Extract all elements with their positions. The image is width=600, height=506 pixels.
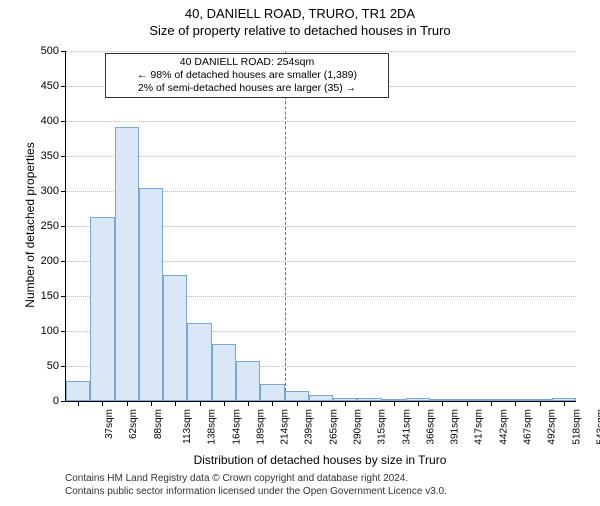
x-tick-mark <box>321 401 322 406</box>
y-tick-mark <box>61 331 66 332</box>
x-tick-label: 37sqm <box>104 409 115 439</box>
x-tick-mark <box>224 401 225 406</box>
y-tick-mark <box>61 121 66 122</box>
histogram-bar <box>90 217 114 401</box>
x-tick-label: 138sqm <box>207 409 218 445</box>
x-tick-label: 492sqm <box>547 409 558 445</box>
x-tick-mark <box>297 401 298 406</box>
histogram-bar <box>115 127 139 401</box>
annotation-line-1: 40 DANIELL ROAD: 254sqm <box>111 56 383 69</box>
y-tick-mark <box>61 86 66 87</box>
x-tick-mark <box>394 401 395 406</box>
y-tick-mark <box>61 401 66 402</box>
x-tick-label: 164sqm <box>231 409 242 445</box>
y-tick-label: 400 <box>0 115 59 127</box>
x-tick-mark <box>248 401 249 406</box>
histogram-bar <box>187 323 211 401</box>
x-tick-mark <box>515 401 516 406</box>
x-tick-label: 391sqm <box>450 409 461 445</box>
x-tick-mark <box>418 401 419 406</box>
x-tick-mark <box>540 401 541 406</box>
x-tick-label: 518sqm <box>571 409 582 445</box>
x-tick-mark <box>370 401 371 406</box>
x-tick-label: 290sqm <box>353 409 364 445</box>
x-tick-label: 189sqm <box>255 409 266 445</box>
y-tick-mark <box>61 366 66 367</box>
x-tick-mark <box>564 401 565 406</box>
x-tick-mark <box>272 401 273 406</box>
histogram-bar <box>285 391 309 402</box>
annotation-line-2: ← 98% of detached houses are smaller (1,… <box>111 69 383 82</box>
y-tick-label: 0 <box>0 395 59 407</box>
y-tick-mark <box>61 51 66 52</box>
x-tick-label: 442sqm <box>498 409 509 445</box>
x-tick-label: 341sqm <box>401 409 412 445</box>
x-tick-mark <box>127 401 128 406</box>
x-tick-mark <box>102 401 103 406</box>
x-tick-mark <box>491 401 492 406</box>
x-tick-label: 315sqm <box>377 409 388 445</box>
histogram-bar <box>212 344 236 401</box>
x-tick-label: 467sqm <box>523 409 534 445</box>
y-tick-label: 100 <box>0 325 59 337</box>
y-tick-mark <box>61 226 66 227</box>
x-tick-label: 417sqm <box>474 409 485 445</box>
gridline <box>66 121 576 122</box>
x-tick-label: 62sqm <box>128 409 139 439</box>
x-tick-mark <box>175 401 176 406</box>
y-tick-mark <box>61 156 66 157</box>
y-tick-label: 50 <box>0 360 59 372</box>
annotation-box: 40 DANIELL ROAD: 254sqm ← 98% of detache… <box>105 53 389 98</box>
x-tick-label: 239sqm <box>304 409 315 445</box>
histogram-bar <box>163 275 187 401</box>
y-axis-label: Number of detached properties <box>23 135 37 315</box>
gridline <box>66 51 576 52</box>
y-tick-mark <box>61 296 66 297</box>
footer-attribution: Contains HM Land Registry data © Crown c… <box>65 473 447 498</box>
title-main: 40, DANIELL ROAD, TRURO, TR1 2DA <box>0 6 600 21</box>
x-tick-mark <box>151 401 152 406</box>
footer-line-2: Contains public sector information licen… <box>65 486 447 499</box>
gridline <box>66 156 576 157</box>
y-tick-label: 500 <box>0 45 59 57</box>
y-tick-mark <box>61 191 66 192</box>
histogram-bar <box>236 361 260 401</box>
x-tick-label: 214sqm <box>280 409 291 445</box>
x-tick-mark <box>200 401 201 406</box>
x-tick-label: 265sqm <box>328 409 339 445</box>
plot-area <box>65 51 576 402</box>
x-tick-label: 88sqm <box>153 409 164 439</box>
x-tick-label: 543sqm <box>595 409 600 445</box>
x-tick-mark <box>442 401 443 406</box>
x-tick-mark <box>467 401 468 406</box>
x-tick-label: 113sqm <box>182 409 193 444</box>
x-axis-label: Distribution of detached houses by size … <box>65 453 575 467</box>
y-tick-mark <box>61 261 66 262</box>
title-sub: Size of property relative to detached ho… <box>0 23 600 38</box>
x-tick-mark <box>78 401 79 406</box>
histogram-bar <box>260 384 284 402</box>
y-tick-label: 450 <box>0 80 59 92</box>
chart-container: 40, DANIELL ROAD, TRURO, TR1 2DA Size of… <box>0 6 600 506</box>
histogram-bar <box>139 188 163 402</box>
histogram-bar <box>66 381 90 401</box>
annotation-line-3: 2% of semi-detached houses are larger (3… <box>111 82 383 95</box>
x-tick-label: 366sqm <box>425 409 436 445</box>
footer-line-1: Contains HM Land Registry data © Crown c… <box>65 473 447 486</box>
x-tick-mark <box>345 401 346 406</box>
